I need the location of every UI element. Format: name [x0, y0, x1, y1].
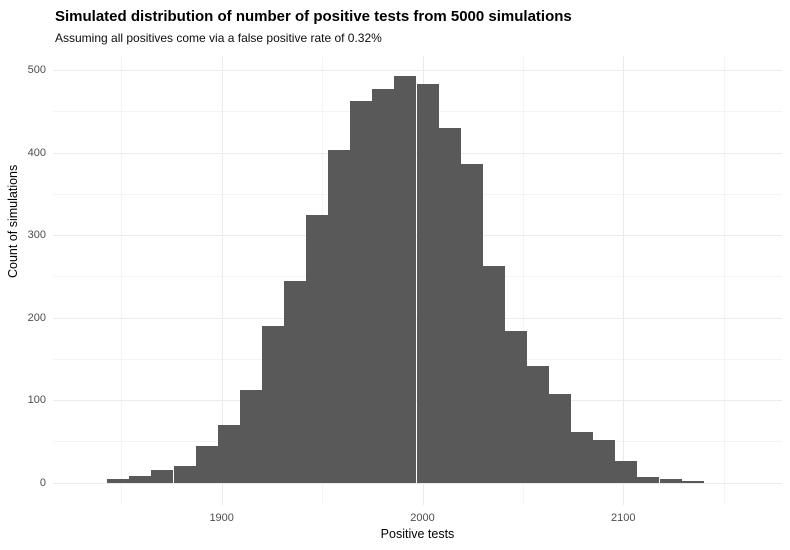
histogram-bar	[328, 150, 351, 483]
histogram-bar	[239, 390, 262, 483]
histogram-bar	[350, 101, 373, 483]
histogram-bar	[438, 127, 461, 483]
x-minor-gridline	[121, 56, 123, 505]
x-tick-label: 2000	[410, 512, 435, 524]
y-major-gridline	[53, 482, 782, 484]
histogram-bar	[482, 265, 505, 483]
y-tick-label: 400	[27, 146, 46, 159]
histogram-bar	[593, 439, 616, 483]
histogram-bar	[151, 469, 174, 483]
histogram-bar	[637, 476, 660, 483]
x-minor-gridline	[522, 56, 524, 505]
histogram-bar	[372, 89, 395, 483]
histogram-bar	[416, 84, 439, 483]
y-tick-label: 500	[27, 64, 46, 76]
histogram-bar	[217, 424, 240, 483]
histogram-bar	[460, 164, 483, 483]
histogram-bar	[129, 476, 152, 483]
histogram-bar	[394, 75, 417, 483]
y-tick-label: 0	[39, 476, 46, 489]
histogram-bar	[681, 481, 704, 483]
x-major-gridline	[221, 56, 223, 505]
x-tick-label: 2100	[611, 512, 636, 524]
x-tick-label: 1900	[209, 512, 234, 524]
histogram-bar	[107, 478, 130, 483]
chart-subtitle: Assuming all positives come via a false …	[55, 31, 382, 45]
histogram-bar	[173, 466, 196, 483]
histogram-bar	[527, 366, 550, 483]
histogram-bar	[659, 478, 682, 483]
x-axis-title: Positive tests	[380, 527, 455, 541]
histogram-bar	[571, 432, 594, 483]
histogram-bar	[504, 330, 527, 483]
plot-panel	[53, 56, 782, 505]
y-tick-label: 200	[27, 311, 46, 324]
histogram-bar	[284, 280, 307, 483]
histogram-bar	[306, 214, 329, 483]
histogram-bar	[615, 461, 638, 483]
chart-title: Simulated distribution of number of posi…	[55, 8, 572, 25]
y-major-gridline	[53, 70, 782, 71]
y-tick-label: 300	[27, 229, 46, 242]
x-major-gridline	[623, 56, 625, 505]
x-minor-gridline	[723, 56, 725, 505]
histogram-bar	[261, 325, 284, 483]
y-tick-label: 100	[27, 394, 46, 407]
histogram-bar	[195, 446, 218, 483]
histogram-bar	[549, 394, 572, 483]
